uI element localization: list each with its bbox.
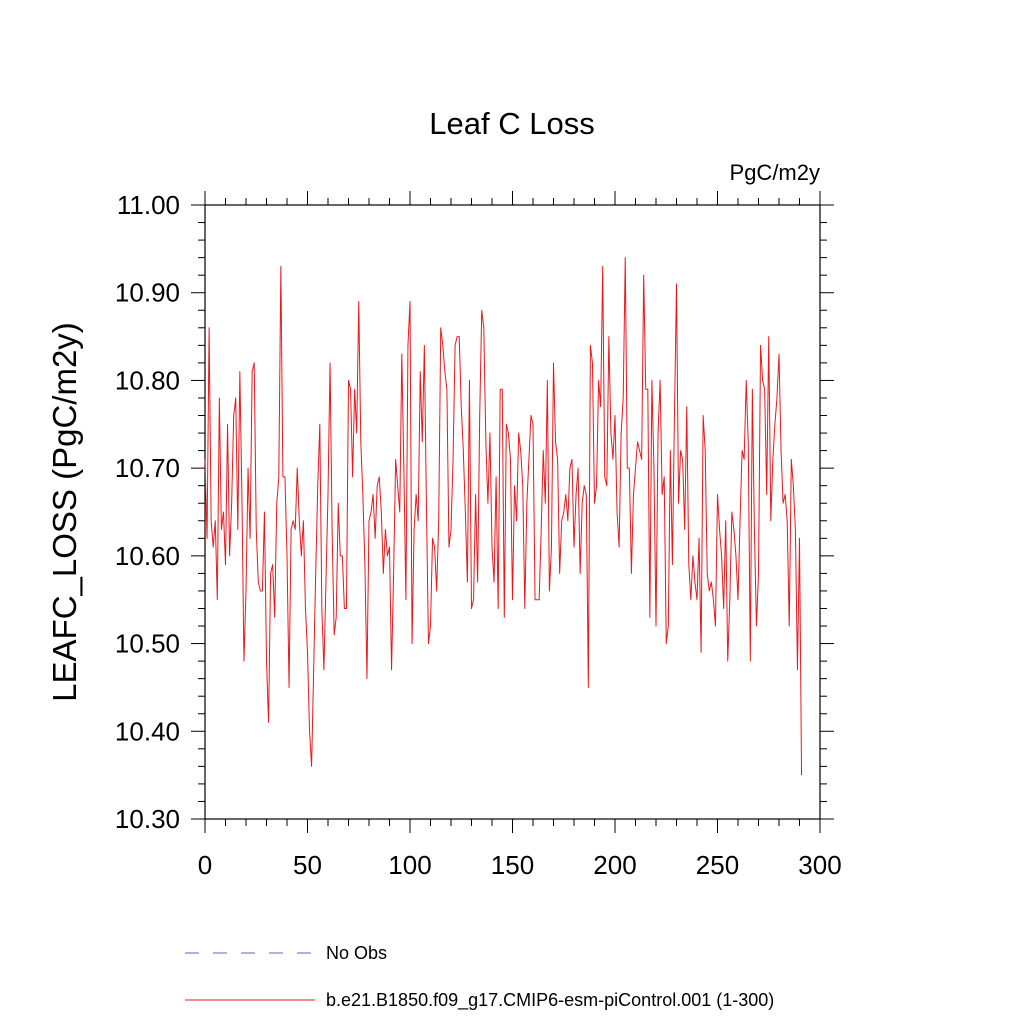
legend-label-no-obs: No Obs [326, 943, 387, 963]
plot-frame [204, 204, 821, 820]
y-tick-label: 10.60 [115, 541, 180, 571]
units-label: PgC/m2y [730, 160, 820, 185]
legend: No Obs b.e21.B1850.f09_g17.CMIP6-esm-piC… [185, 943, 774, 1011]
y-tick-label: 10.70 [115, 453, 180, 483]
y-axis-label: LEAFC_LOSS (PgC/m2y) [46, 322, 83, 702]
x-tick-label: 250 [696, 850, 739, 880]
y-tick-label: 11.00 [117, 190, 180, 220]
x-tick-label: 50 [293, 850, 322, 880]
y-tick-label: 10.80 [115, 365, 180, 395]
x-tick-label: 0 [198, 850, 212, 880]
x-tick-label: 150 [491, 850, 534, 880]
y-tick-labels: 10.30 10.40 10.50 10.60 10.70 10.80 10.90 11.00 [115, 190, 180, 834]
x-tick-label: 200 [593, 850, 636, 880]
x-tick-label: 100 [388, 850, 431, 880]
legend-label-series: b.e21.B1850.f09_g17.CMIP6-esm-piControl.… [326, 990, 774, 1011]
series-line [204, 257, 803, 776]
y-tick-label: 10.40 [115, 716, 180, 746]
axis-ticks [191, 191, 834, 833]
y-tick-label: 10.90 [115, 278, 180, 308]
x-tick-label: 300 [798, 850, 841, 880]
y-tick-label: 10.50 [115, 629, 180, 659]
chart-title: Leaf C Loss [429, 106, 594, 141]
x-tick-labels: 0 50 100 150 200 250 300 [198, 850, 842, 880]
y-tick-label: 10.30 [115, 804, 180, 834]
